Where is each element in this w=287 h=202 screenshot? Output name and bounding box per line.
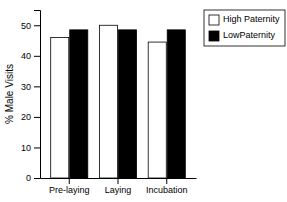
legend-swatch	[209, 15, 219, 25]
x-axis: Pre-laying Laying Incubation	[41, 178, 197, 195]
y-axis-title: % Male Visits	[4, 64, 15, 124]
bar-series	[70, 30, 186, 178]
y-tick-mark	[34, 178, 40, 179]
y-tick: 20	[21, 112, 40, 122]
bar	[99, 25, 117, 178]
y-tick: 40	[21, 51, 40, 61]
bar	[51, 37, 69, 178]
legend-label: LowPaternity	[223, 30, 276, 40]
y-tick: 30	[21, 82, 40, 92]
y-tick-mark	[34, 147, 40, 148]
x-tick-label: Incubation	[146, 185, 188, 195]
y-tick-mark	[34, 86, 40, 87]
y-tick-mark	[34, 56, 40, 57]
legend: High Paternity LowPaternity	[204, 10, 285, 46]
bar-series	[51, 25, 167, 178]
x-tick: Pre-laying	[49, 178, 90, 195]
plot: 0 10 20 30 40 50 Pre-laying Laying Incubation	[21, 11, 197, 196]
y-axis-line	[34, 11, 41, 179]
legend-frame	[204, 10, 285, 46]
y-tick-label: 50	[21, 21, 31, 31]
legend-item: High Paternity	[209, 14, 280, 25]
x-tick: Laying	[105, 178, 132, 195]
bar	[118, 30, 136, 178]
legend-item: LowPaternity	[209, 30, 276, 41]
y-tick-label: 20	[21, 112, 31, 122]
bar	[148, 42, 166, 178]
y-tick-mark	[34, 117, 40, 118]
x-tick-mark	[166, 178, 167, 184]
y-axis: 0 10 20 30 40 50	[21, 11, 41, 184]
x-tick-mark	[118, 178, 119, 184]
bar	[167, 30, 185, 178]
y-tick: 0	[26, 173, 40, 183]
bars	[51, 25, 186, 178]
bar	[70, 30, 88, 178]
y-tick: 50	[21, 21, 40, 31]
y-tick-label: 0	[26, 173, 31, 183]
y-tick-label: 40	[21, 51, 31, 61]
x-tick-label: Pre-laying	[49, 185, 90, 195]
y-tick: 10	[21, 143, 40, 153]
x-tick: Incubation	[146, 178, 188, 195]
y-tick-label: 30	[21, 82, 31, 92]
legend-swatch	[209, 31, 219, 41]
x-tick-label: Laying	[105, 185, 132, 195]
x-tick-mark	[69, 178, 70, 184]
chart: 0 10 20 30 40 50 Pre-laying Laying Incubation % M…	[0, 0, 287, 202]
y-tick-label: 10	[21, 143, 31, 153]
legend-label: High Paternity	[223, 14, 280, 24]
y-tick-mark	[34, 25, 40, 26]
